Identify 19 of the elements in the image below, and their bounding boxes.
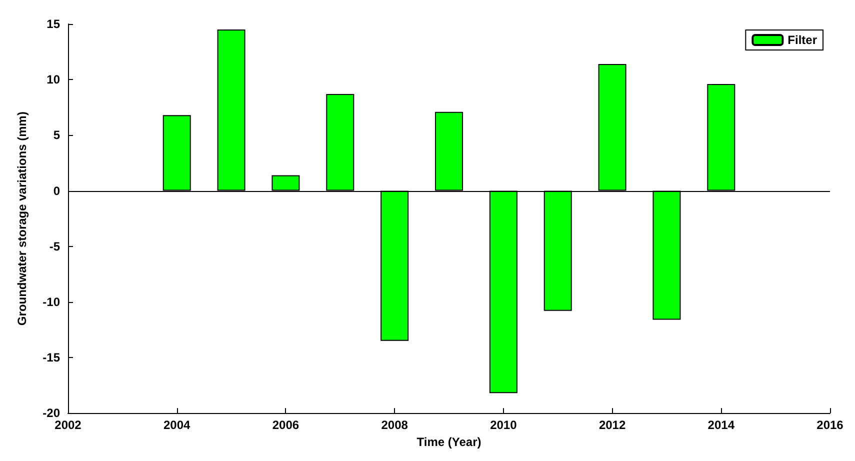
x-tick-label: 2002 (54, 418, 82, 432)
legend-label: Filter (788, 33, 818, 47)
x-axis-title: Time (Year) (416, 435, 482, 449)
x-tick-label: 2006 (272, 418, 300, 432)
y-tick-label: 15 (46, 17, 60, 31)
y-tick-label: -20 (42, 406, 60, 420)
x-tick-label: 2014 (708, 418, 735, 432)
y-tick-label: 5 (53, 128, 60, 142)
x-tick-label: 2008 (381, 418, 408, 432)
y-tick-label: 10 (46, 72, 60, 87)
x-tick-label: 2016 (816, 418, 844, 432)
y-tick-label: -10 (42, 294, 60, 309)
y-tick-label: -15 (42, 350, 60, 365)
x-tick-label: 2004 (164, 418, 191, 432)
y-axis-title: Groundwater storage variations (mm) (15, 112, 29, 326)
x-tick-label: 2012 (598, 418, 626, 432)
y-tick-label: 0 (53, 184, 60, 198)
y-tick-label: -5 (49, 239, 60, 254)
x-tick-label: 2010 (490, 418, 518, 432)
